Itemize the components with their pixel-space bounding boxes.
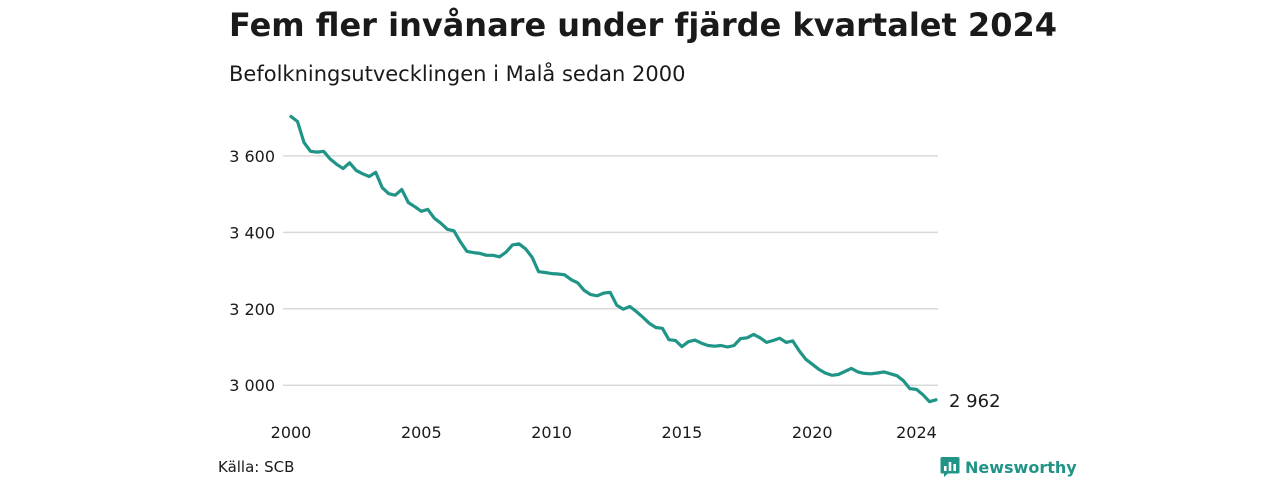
y-tick-label: 3 400 [229, 223, 275, 242]
end-value-label: 2 962 [949, 391, 1001, 412]
x-tick-label: 2015 [662, 423, 703, 442]
grid-lines [283, 155, 938, 386]
y-tick-label: 3 600 [229, 147, 275, 166]
chart-subtitle: Befolkningsutvecklingen i Malå sedan 200… [229, 62, 686, 86]
y-tick-label: 3 000 [229, 376, 275, 395]
x-tick-label: 2024 [896, 423, 937, 442]
x-tick-label: 2000 [271, 423, 312, 442]
x-tick-label: 2020 [792, 423, 833, 442]
source-note: Källa: SCB [218, 458, 295, 476]
x-tick-label: 2010 [531, 423, 572, 442]
x-tick-label: 2005 [401, 423, 442, 442]
y-axis-ticks: 3 000 3 200 3 400 3 600 [229, 147, 275, 395]
bar-chart-speech-bubble-icon [940, 457, 960, 477]
brand-name: Newsworthy [965, 457, 1077, 477]
series-line [289, 114, 938, 404]
chart-title: Fem fler invånare under fjärde kvartalet… [229, 6, 1057, 44]
y-tick-label: 3 200 [229, 300, 275, 319]
series-layer [289, 114, 938, 404]
x-axis-ticks: 2000 2005 2010 2015 2020 2024 [271, 423, 937, 442]
brand-logo[interactable]: Newsworthy [940, 456, 1077, 478]
